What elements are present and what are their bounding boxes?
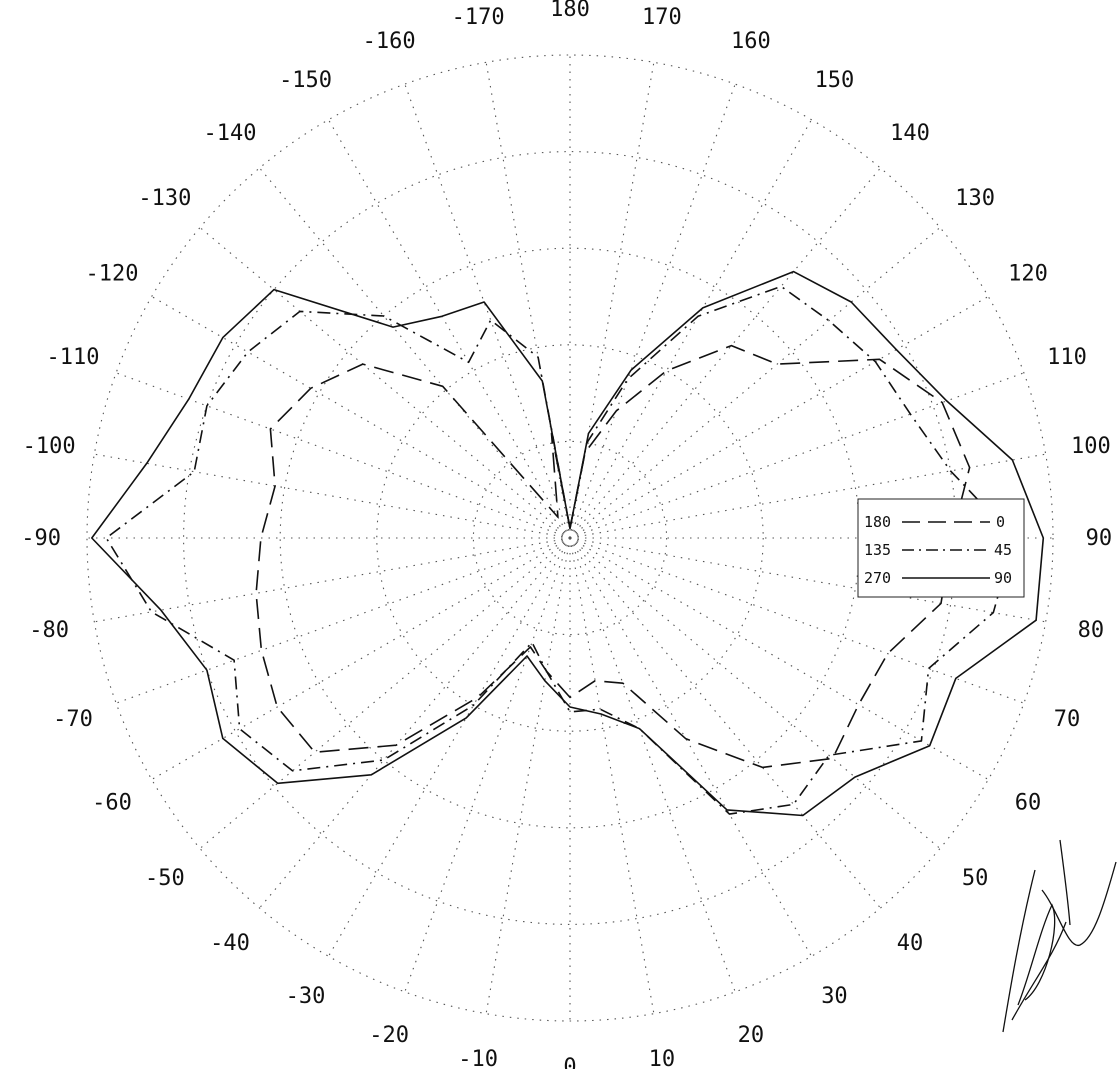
grid-spoke — [328, 537, 571, 957]
angle-tick-label: 60 — [1015, 790, 1042, 815]
grid-spoke — [199, 227, 571, 539]
angle-tick-label: -170 — [452, 5, 505, 30]
angle-tick-label: -80 — [29, 618, 69, 643]
grid-spoke — [569, 537, 1025, 704]
tick-label-layer: 0 10 20 30 40 50 60 70 80 90 100 110 120 130 140 150 160… — [21, 0, 1113, 1073]
legend-left-label: 135 — [864, 541, 891, 559]
grid-spoke — [485, 537, 571, 1014]
grid-spoke — [94, 537, 571, 623]
grid-spoke — [485, 62, 571, 539]
angle-tick-label: -140 — [204, 121, 257, 146]
angle-tick-label: -70 — [53, 707, 93, 732]
angle-tick-label: 170 — [642, 5, 682, 30]
grid-spoke — [569, 537, 736, 993]
grid-spoke — [569, 537, 941, 849]
angle-tick-label: -60 — [92, 790, 132, 815]
grid-layer — [86, 54, 1054, 1022]
series-line-270-90 — [91, 270, 1045, 817]
angle-tick-label: 150 — [815, 68, 855, 93]
grid-spoke — [569, 83, 736, 539]
angle-tick-label: 120 — [1008, 262, 1048, 287]
grid-spoke — [569, 227, 941, 539]
grid-spoke — [259, 537, 571, 909]
angle-tick-label: -30 — [286, 984, 326, 1009]
angle-tick-label: -160 — [363, 29, 416, 54]
angle-tick-label: -100 — [23, 434, 76, 459]
angle-tick-label: 130 — [955, 186, 995, 211]
angle-tick-label: 100 — [1071, 434, 1111, 459]
grid-spoke — [199, 537, 571, 849]
grid-spoke — [569, 372, 1025, 539]
grid-spoke — [328, 119, 571, 539]
angle-tick-label: -150 — [279, 68, 332, 93]
grid-spoke — [404, 83, 571, 539]
angle-tick-label: -20 — [369, 1023, 409, 1048]
angle-tick-label: -130 — [138, 186, 191, 211]
angle-tick-label: -50 — [145, 866, 185, 891]
angle-tick-label: 30 — [821, 984, 848, 1009]
series-line-180-0 — [255, 344, 971, 769]
handwritten-signature — [1002, 839, 1117, 1033]
grid-spoke — [569, 296, 989, 539]
angle-tick-label: 20 — [738, 1023, 765, 1048]
series-layer — [91, 270, 1045, 817]
angle-tick-label: 180 — [550, 0, 590, 22]
angle-tick-label: 110 — [1047, 345, 1087, 370]
angle-tick-label: 90 — [1086, 526, 1113, 551]
grid-spoke — [569, 537, 989, 780]
legend-right-label: 0 — [996, 513, 1005, 531]
legend: 180 0 135 45 270 90 — [857, 498, 1025, 598]
angle-tick-label: 160 — [731, 29, 771, 54]
angle-tick-label: -10 — [458, 1047, 498, 1069]
grid-spoke — [115, 372, 571, 539]
grid-ring — [472, 440, 668, 636]
series-line-135-45 — [105, 285, 1016, 815]
legend-box — [857, 498, 1025, 598]
grid-spoke — [259, 167, 571, 539]
angle-tick-label: -120 — [85, 262, 138, 287]
grid-spoke — [569, 537, 1046, 623]
legend-left-label: 270 — [864, 569, 891, 587]
grid-spoke — [569, 62, 655, 539]
grid-spoke — [569, 167, 881, 539]
grid-ring — [376, 344, 764, 732]
angle-tick-label: 0 — [563, 1055, 576, 1069]
angle-tick-label: 70 — [1054, 707, 1081, 732]
grid-ring — [86, 54, 1054, 1022]
angle-tick-label: 40 — [897, 931, 924, 956]
angle-tick-label: -40 — [210, 931, 250, 956]
angle-tick-label: 50 — [962, 866, 989, 891]
grid-spoke — [569, 453, 1046, 539]
angle-tick-label: 10 — [649, 1047, 676, 1069]
grid-spoke — [115, 537, 571, 704]
legend-right-label: 90 — [994, 569, 1012, 587]
legend-right-label: 45 — [994, 541, 1012, 559]
grid-spoke — [404, 537, 571, 993]
grid-spoke — [569, 537, 881, 909]
angle-tick-label: -110 — [47, 345, 100, 370]
grid-spoke — [151, 537, 571, 780]
grid-spoke — [569, 537, 812, 957]
angle-tick-label: -90 — [21, 526, 61, 551]
grid-spoke — [94, 453, 571, 539]
angle-tick-label: 80 — [1078, 618, 1105, 643]
angle-tick-label: 140 — [890, 121, 930, 146]
grid-spoke — [569, 537, 655, 1014]
legend-left-label: 180 — [864, 513, 891, 531]
grid-spoke — [569, 119, 812, 539]
